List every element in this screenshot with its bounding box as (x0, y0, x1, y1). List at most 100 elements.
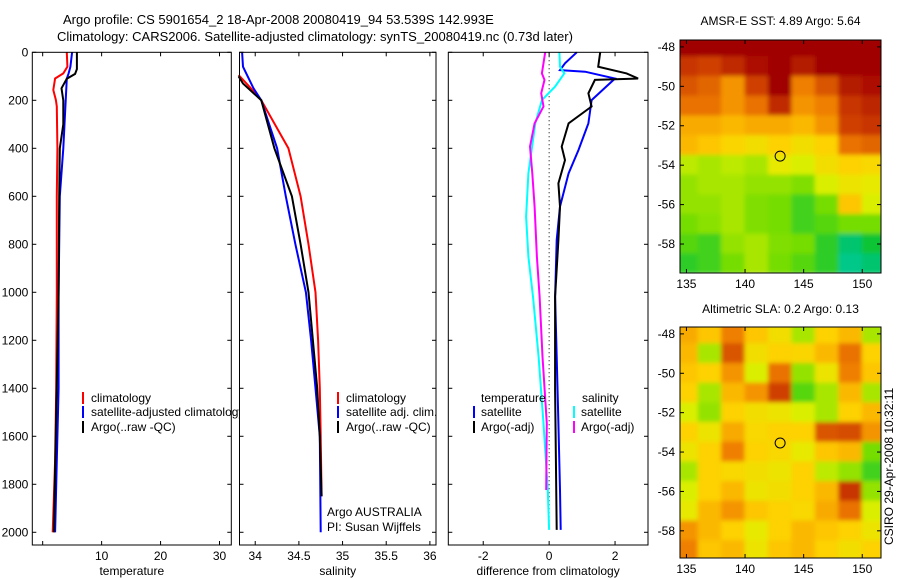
heatmap-cell (838, 422, 863, 443)
heatmap-cell (744, 154, 769, 176)
heatmap-cell (697, 540, 723, 558)
heatmap-cell (680, 343, 699, 364)
heatmap-cell (791, 56, 816, 77)
difference-series-salinity-argo-adj- (528, 52, 548, 491)
heatmap-cell (861, 194, 881, 215)
heatmap-cell (721, 481, 746, 502)
heatmap-cell (680, 500, 699, 522)
y-tick-label: -54 (658, 445, 676, 459)
heatmap-cell (697, 327, 723, 345)
heatmap-cell (680, 540, 699, 558)
heatmap-cell (814, 402, 840, 424)
heatmap-cell (791, 174, 816, 196)
heatmap-cell (767, 520, 793, 542)
heatmap-cell (721, 441, 746, 463)
heatmap-cell (838, 520, 863, 542)
y-tick-label: -48 (658, 327, 676, 341)
heatmap-cell (721, 422, 746, 443)
heatmap-cell (680, 213, 699, 235)
heatmap-cell (861, 154, 881, 176)
heatmap-cell (721, 461, 746, 483)
x-axis-label: difference from climatology (477, 564, 620, 578)
heatmap-cell (680, 233, 699, 255)
heatmap-cell (744, 540, 769, 558)
heatmap-cell (680, 422, 699, 443)
heatmap-cell (680, 441, 699, 463)
heatmap-cell (744, 402, 769, 424)
heatmap-cell (744, 441, 769, 463)
heatmap-cell (838, 75, 863, 97)
heatmap-cell (861, 540, 881, 558)
heatmap-cell (680, 194, 699, 215)
sla_map-axes-box (679, 326, 882, 559)
heatmap-cell (861, 362, 881, 384)
x-tick-label: 150 (852, 562, 872, 576)
heatmap-cell (721, 56, 746, 77)
heatmap-cell (744, 40, 769, 58)
legend-label: Argo(-adj) (481, 420, 534, 434)
sla_map-heatmap (680, 327, 881, 558)
heatmap-cell (680, 56, 699, 77)
heatmap-cell (680, 115, 699, 137)
y-tick-label: -50 (658, 79, 676, 93)
heatmap-cell (697, 40, 723, 58)
heatmap-cell (697, 154, 723, 176)
heatmap-cell (861, 441, 881, 463)
heatmap-cell (767, 461, 793, 483)
legend-label: Argo(..raw -QC) (91, 420, 176, 434)
y-tick-label: 1400 (2, 381, 29, 395)
heatmap-cell (791, 95, 816, 117)
heatmap-cell (861, 233, 881, 255)
heatmap-cell (767, 115, 793, 137)
heatmap-cell (697, 402, 723, 424)
heatmap-cell (697, 253, 723, 273)
heatmap-cell (861, 343, 881, 364)
heatmap-cell (767, 481, 793, 502)
heatmap-cell (814, 520, 840, 542)
legend-label: satellite (581, 405, 622, 419)
heatmap-cell (838, 382, 863, 404)
heatmap-cell (697, 441, 723, 463)
temperature-series-argo-raw-qc- (52, 52, 78, 533)
heatmap-cell (861, 213, 881, 235)
heatmap-cell (697, 461, 723, 483)
heatmap-cell (791, 402, 816, 424)
heatmap-cell (680, 253, 699, 273)
heatmap-cell (721, 520, 746, 542)
y-tick-label: -50 (658, 366, 676, 380)
y-tick-label: 200 (8, 93, 28, 107)
heatmap-cell (814, 213, 840, 235)
y-tick-label: 1200 (2, 333, 29, 347)
heatmap-cell (744, 194, 769, 215)
heatmap-cell (838, 327, 863, 345)
heatmap-cell (697, 75, 723, 97)
y-tick-label: -54 (658, 158, 676, 172)
heatmap-cell (791, 382, 816, 404)
x-tick-label: 145 (794, 277, 814, 291)
heatmap-cell (861, 382, 881, 404)
heatmap-cell (838, 194, 863, 215)
legend-label: satellite adj. clim. (346, 405, 437, 419)
heatmap-cell (791, 343, 816, 364)
heatmap-cell (697, 481, 723, 502)
heatmap-cell (861, 520, 881, 542)
y-tick-label: 0 (22, 45, 29, 59)
heatmap-cell (721, 40, 746, 58)
principal-investigator-label: PI: Susan Wijffels (327, 520, 421, 534)
heatmap-cell (838, 115, 863, 137)
heatmap-cell (791, 154, 816, 176)
heatmap-cell (697, 382, 723, 404)
heatmap-cell (838, 213, 863, 235)
heatmap-cell (744, 481, 769, 502)
heatmap-cell (697, 343, 723, 364)
heatmap-cell (767, 174, 793, 196)
heatmap-cell (814, 115, 840, 137)
heatmap-cell (861, 327, 881, 345)
heatmap-cell (814, 135, 840, 156)
sla_map-panel: Altimetric SLA: 0.2 Argo: 0.13 135 140 145 1… (658, 302, 882, 576)
salinity-series-satellite-adj-clim- (241, 52, 322, 533)
heatmap-cell (697, 233, 723, 255)
heatmap-cell (744, 56, 769, 77)
heatmap-cell (697, 362, 723, 384)
